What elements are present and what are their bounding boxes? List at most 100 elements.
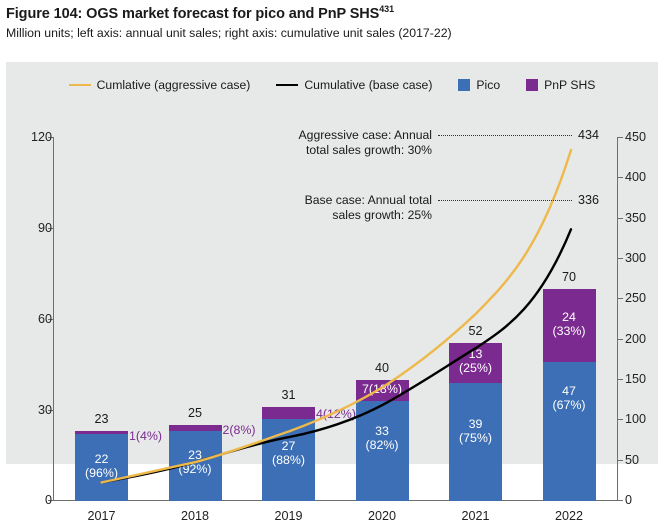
pnp-share: (25%) — [458, 361, 493, 376]
page-title: Figure 104: OGS market forecast for pico… — [6, 4, 394, 22]
annotation-aggressive-case: Aggressive case: Annual total sales grow… — [242, 128, 432, 157]
right-axis-tick — [618, 137, 623, 139]
legend-item-pico[interactable]: Pico — [458, 78, 500, 92]
annotation-aggressive-line2: total sales growth: 30% — [305, 142, 432, 157]
bar-total-label: 31 — [281, 388, 296, 402]
left-axis-label-90: 90 — [37, 221, 52, 235]
right-axis-tick — [618, 177, 623, 179]
right-axis-tick — [618, 500, 623, 502]
left-axis-tick — [48, 228, 53, 230]
x-axis-label-2022: 2022 — [554, 509, 584, 523]
bar-segment-label-pico: 39 (75%) — [449, 417, 502, 446]
x-axis-label-2021: 2021 — [461, 509, 490, 523]
line-swatch-icon — [68, 84, 91, 86]
plot-area: 120 90 60 30 0 450 400 350 300 250 200 1… — [31, 131, 646, 523]
chart-legend: Cumlative (aggressive case) Cumulative (… — [6, 78, 658, 92]
leader-line-aggressive — [438, 135, 572, 136]
cumulative-lines — [100, 148, 573, 484]
left-axis-tick — [48, 319, 53, 321]
right-axis — [616, 137, 618, 501]
pnp-value: 24 — [562, 309, 576, 324]
left-axis-tick — [48, 410, 53, 412]
figure-container: Figure 104: OGS market forecast for pico… — [6, 4, 658, 523]
base-case-line — [100, 228, 573, 484]
right-axis-tick — [618, 298, 623, 300]
left-axis-tick — [48, 137, 53, 139]
bar-segment-label-pnp-shs: 24 (33%) — [543, 309, 596, 339]
line-swatch-icon — [276, 84, 299, 86]
figure-title-text: Figure 104: OGS market forecast for pico… — [6, 5, 380, 22]
chart-panel: Cumlative (aggressive case) Cumulative (… — [6, 62, 658, 523]
bar-segment-pnp-shs[interactable] — [542, 288, 596, 362]
left-axis — [53, 137, 55, 501]
annotation-aggressive-line1: Aggressive case: Annual — [298, 128, 432, 142]
bar-segment-label-pico: 27 (88%) — [262, 439, 315, 468]
bar-segment-label-pico: 47 (67%) — [543, 383, 596, 413]
right-axis-label-100: 100 — [625, 412, 647, 427]
right-axis-tick — [618, 217, 623, 219]
right-axis-label-450: 450 — [625, 130, 647, 144]
end-value-aggressive: 434 — [578, 128, 600, 142]
bar-segment-pnp-shs[interactable] — [262, 407, 315, 420]
bar-segment-pnp-shs[interactable] — [168, 425, 222, 432]
pico-value: 23 — [188, 448, 202, 463]
legend-label-aggressive: Cumlative (aggressive case) — [96, 78, 251, 92]
right-axis-label-50: 50 — [625, 452, 640, 467]
right-axis-tick — [618, 379, 623, 381]
bar-segment-label-pnp-shs: 1(4%) — [129, 429, 163, 444]
legend-label-pnp-shs: PnP SHS — [544, 78, 596, 92]
right-axis-label-300: 300 — [625, 251, 647, 265]
pico-value: 39 — [468, 417, 483, 432]
legend-label-base: Cumulative (base case) — [304, 78, 433, 92]
annotation-base-case: Base case: Annual total sales growth: 25… — [242, 193, 432, 222]
pico-value: 22 — [94, 452, 109, 467]
color-swatch-icon — [526, 79, 539, 91]
right-axis-tick — [618, 419, 623, 421]
pico-share: (67%) — [552, 397, 586, 412]
left-axis-label-120: 120 — [30, 130, 52, 144]
bar-total-label: 23 — [94, 412, 109, 427]
figure-subtitle: Million units; left axis: annual unit sa… — [6, 26, 452, 40]
color-swatch-icon — [458, 79, 471, 91]
bar-segment-pnp-shs[interactable] — [75, 431, 128, 435]
left-axis-label-0: 0 — [44, 493, 52, 507]
bar-total-label: 70 — [561, 269, 576, 284]
right-axis-label-0: 0 — [625, 493, 633, 507]
legend-item-base[interactable]: Cumulative (base case) — [276, 78, 432, 92]
right-axis-tick — [618, 459, 623, 461]
pico-share: (75%) — [458, 431, 493, 446]
right-axis-label-400: 400 — [625, 170, 647, 185]
annotation-base-line2: sales growth: 25% — [332, 207, 432, 222]
pico-value: 33 — [375, 423, 389, 438]
end-value-base: 336 — [578, 193, 600, 207]
bar-segment-pnp-shs[interactable] — [449, 343, 502, 383]
x-axis-label-2019: 2019 — [274, 509, 303, 523]
bar-total-label: 40 — [374, 360, 389, 375]
legend-item-pnp-shs[interactable]: PnP SHS — [526, 78, 595, 92]
left-axis-label-30: 30 — [37, 403, 52, 417]
right-axis-label-250: 250 — [625, 291, 647, 306]
legend-label-pico: Pico — [476, 78, 501, 92]
pnp-share: (33%) — [552, 323, 586, 338]
pico-share: (82%) — [365, 437, 399, 452]
right-axis-label-350: 350 — [625, 210, 647, 225]
bar-total-label: 25 — [187, 406, 202, 421]
right-axis-tick — [618, 258, 623, 260]
x-axis-label-2018: 2018 — [180, 509, 210, 523]
bar-total-label: 52 — [468, 324, 483, 339]
x-axis-label-2017: 2017 — [87, 509, 116, 523]
aggressive-case-line — [100, 148, 573, 484]
figure-title-footnote: 431 — [379, 4, 394, 14]
pico-value: 47 — [562, 383, 576, 398]
annotation-base-line1: Base case: Annual total — [304, 193, 432, 207]
right-axis-tick — [618, 338, 623, 340]
x-axis-label-2020: 2020 — [367, 509, 397, 523]
pico-value: 27 — [281, 439, 296, 453]
bar-segment-label-pnp-shs: 2(8%) — [222, 423, 256, 438]
leader-line-base — [438, 200, 572, 201]
bar-segment-label-pico: 33 (82%) — [356, 423, 409, 453]
left-axis-label-60: 60 — [37, 312, 52, 326]
legend-item-aggressive[interactable]: Cumlative (aggressive case) — [68, 78, 251, 92]
right-axis-label-200: 200 — [625, 331, 647, 346]
pico-share: (88%) — [271, 452, 306, 467]
